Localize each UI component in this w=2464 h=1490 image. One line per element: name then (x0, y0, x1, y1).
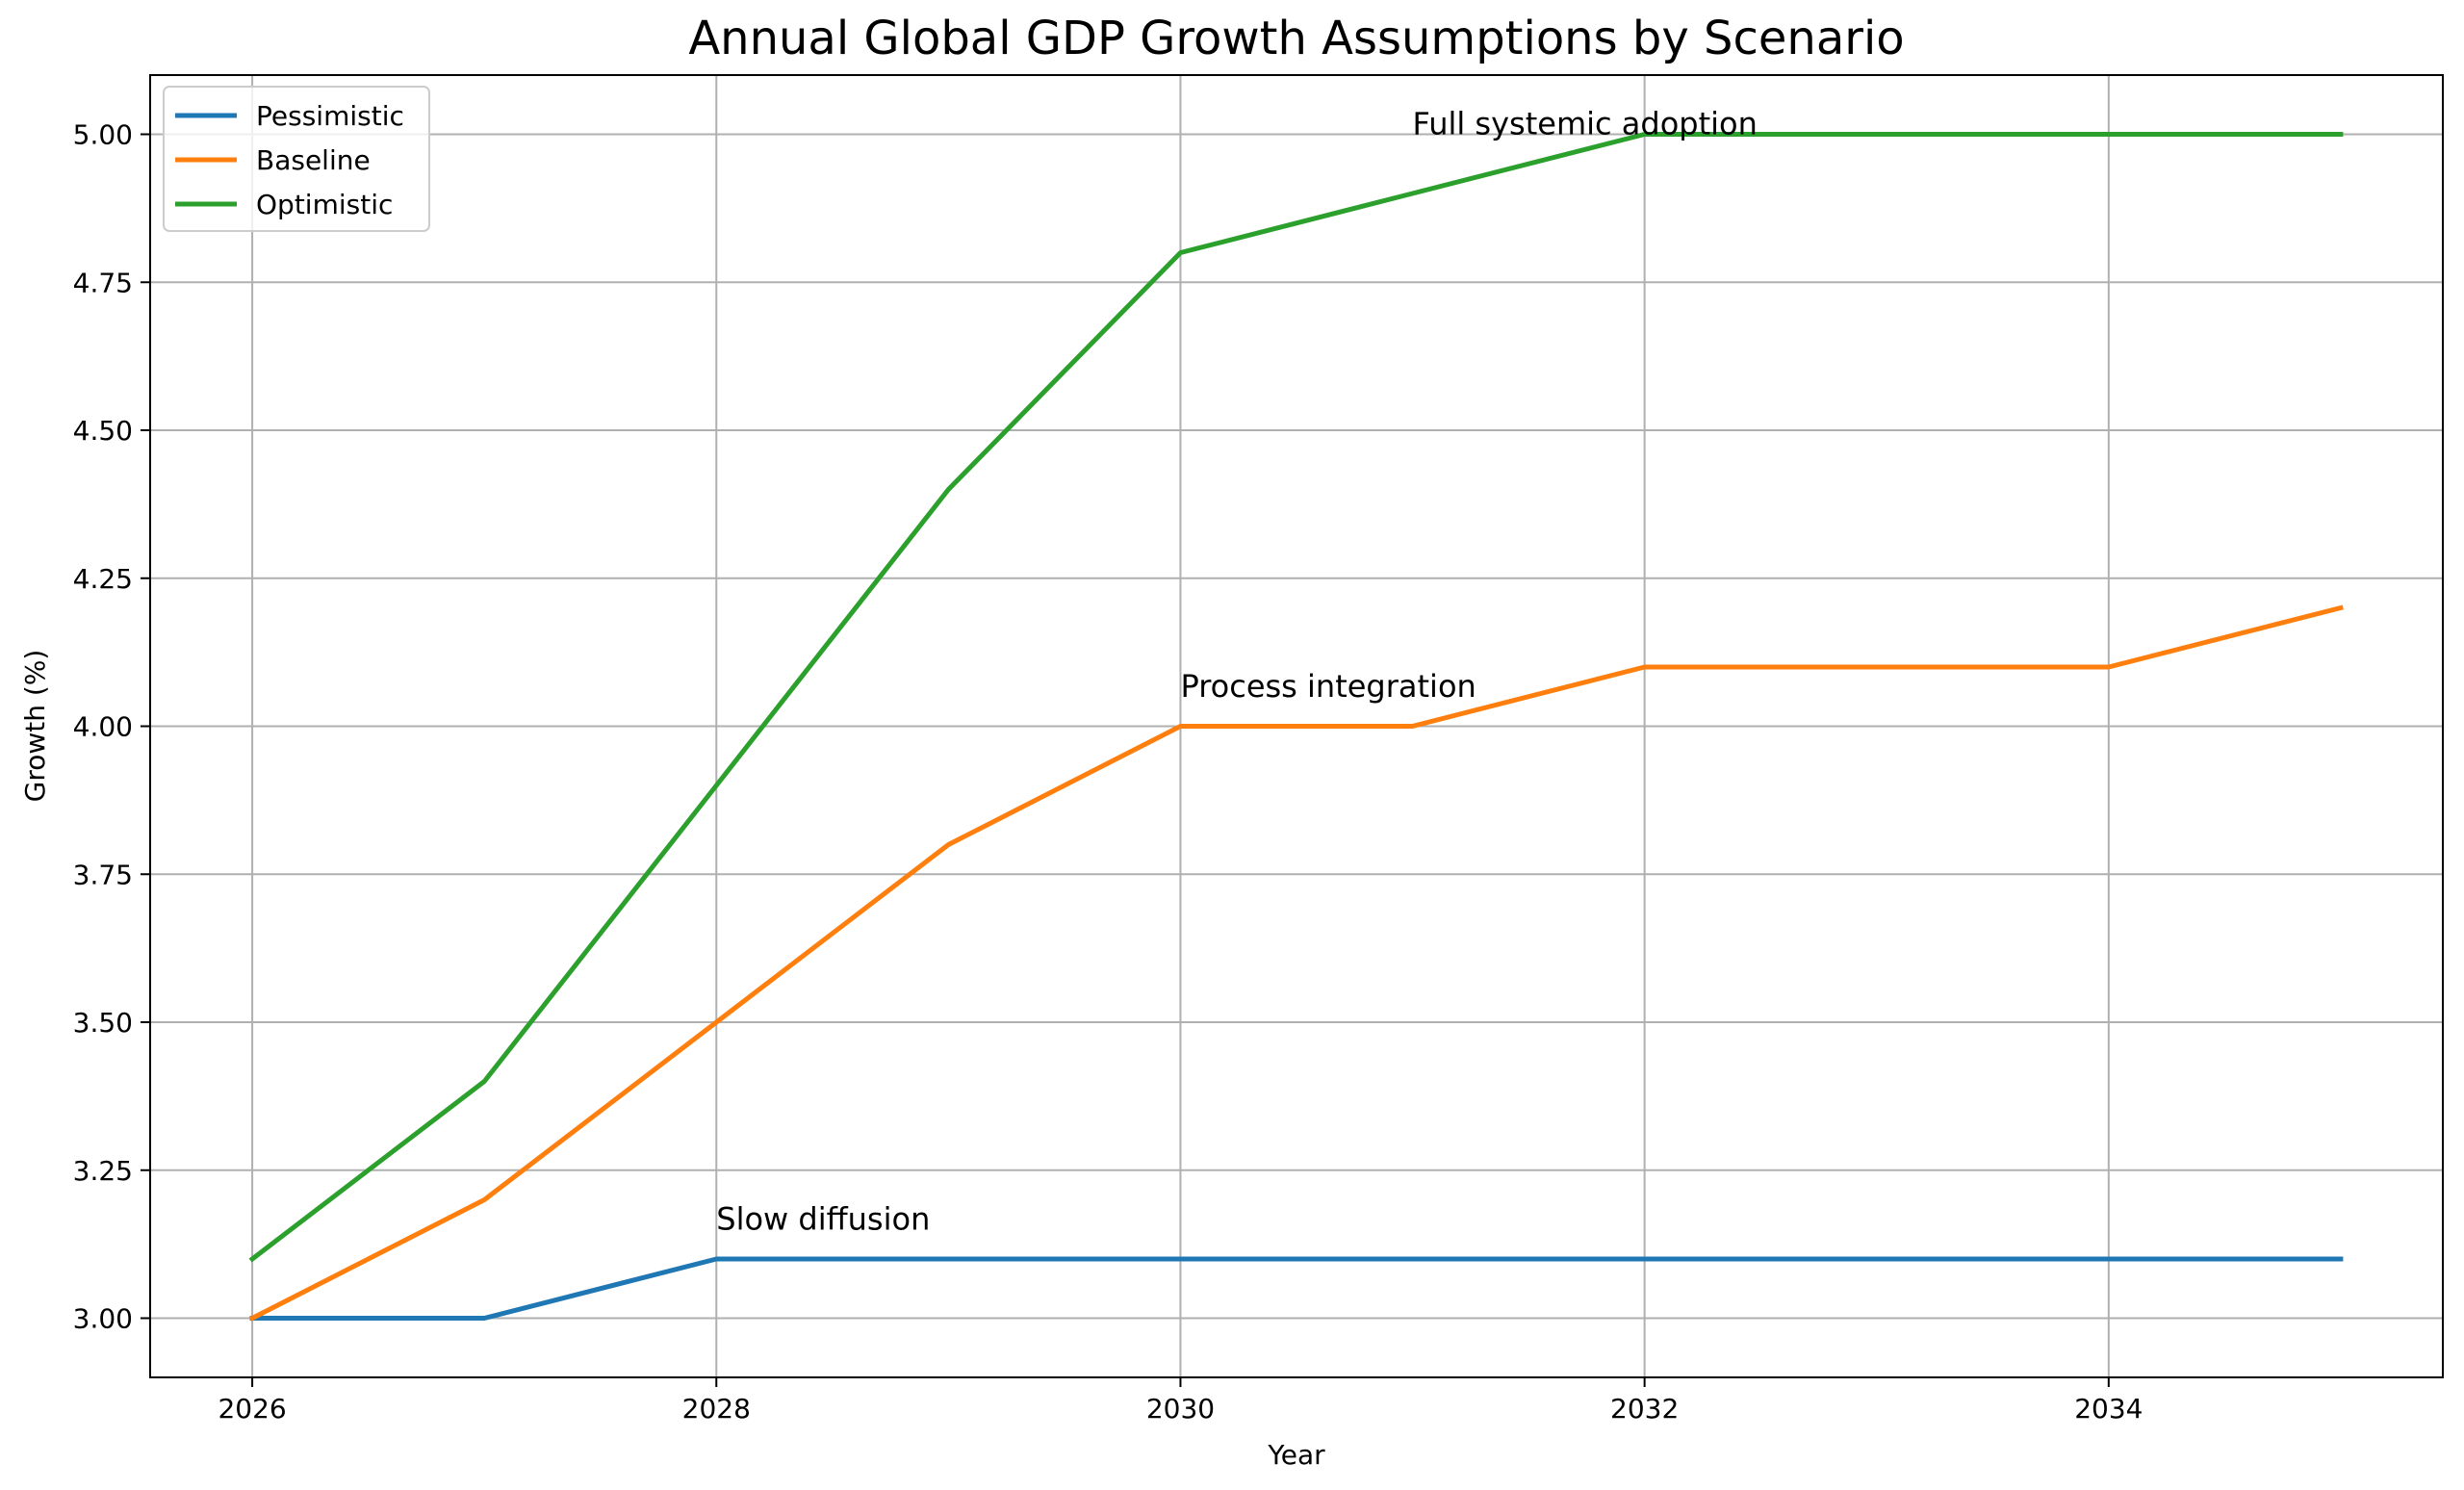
legend-label: Pessimistic (256, 100, 404, 132)
x-tick-label: 2028 (682, 1393, 751, 1425)
y-tick-label: 3.50 (73, 1007, 133, 1039)
axis-ticks: 2026 2028 2030 2032 2034 3.00 3.25 3.50 3.75 4.00… (73, 119, 2143, 1426)
annotation-label: Full systemic adoption (1413, 106, 1758, 142)
y-tick-label: 4.50 (73, 415, 133, 447)
series-lines (248, 132, 2344, 1322)
x-tick-label: 2030 (1146, 1393, 1215, 1425)
annotation-label: Slow diffusion (716, 1200, 930, 1237)
series-line-baseline (248, 604, 2344, 1322)
y-tick-label: 4.75 (73, 267, 133, 298)
legend-label: Baseline (256, 144, 371, 176)
y-tick-label: 3.00 (73, 1303, 133, 1335)
series-line-pessimistic (249, 1256, 2344, 1321)
y-tick-label: 3.75 (73, 859, 133, 890)
chart-title: Annual Global GDP Growth Assumptions by … (688, 12, 1904, 65)
annotations: Slow diffusion Process integration Full sy… (716, 106, 1758, 1238)
y-tick-label: 5.00 (73, 119, 133, 151)
y-tick-label: 4.00 (73, 711, 133, 743)
y-tick-label: 3.25 (73, 1155, 133, 1187)
x-tick-label: 2032 (1610, 1393, 1679, 1425)
x-tick-label: 2034 (2074, 1393, 2143, 1425)
x-axis-label: Year (1267, 1439, 1325, 1471)
legend-label: Optimistic (256, 189, 393, 220)
y-tick-label: 4.25 (73, 563, 133, 595)
y-axis-label: Growth (%) (19, 650, 51, 803)
x-tick-label: 2026 (218, 1393, 286, 1425)
series-line-optimistic (248, 132, 2344, 1263)
legend: Pessimistic Baseline Optimistic (163, 86, 430, 232)
annotation-label: Process integration (1180, 668, 1476, 705)
legend-box (163, 86, 430, 232)
